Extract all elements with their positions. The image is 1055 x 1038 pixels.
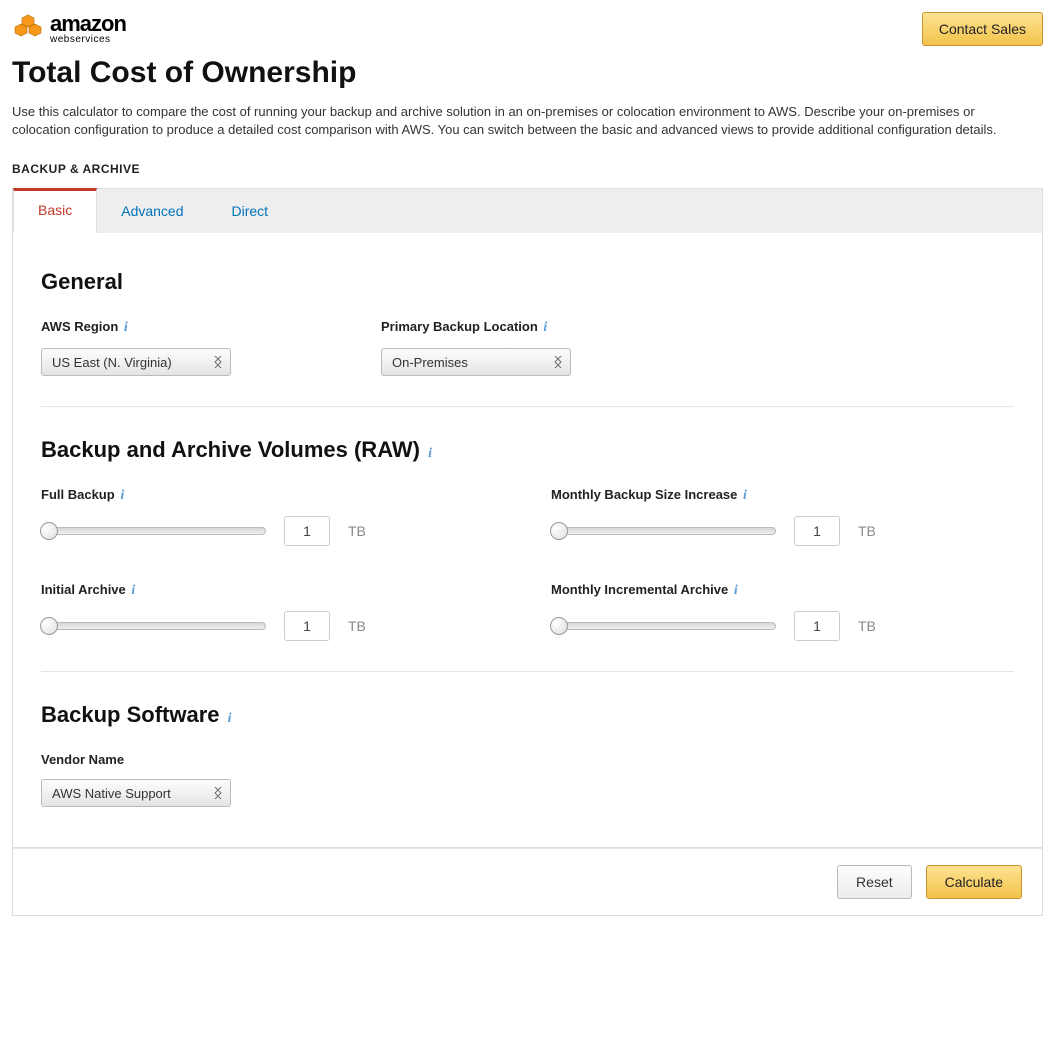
aws-region-label: AWS Region — [41, 319, 118, 334]
monthly-increase-label: Monthly Backup Size Increase — [551, 487, 737, 502]
unit-label: TB — [348, 523, 366, 539]
info-icon[interactable]: i — [734, 583, 738, 598]
unit-label: TB — [858, 618, 876, 634]
volumes-title: Backup and Archive Volumes (RAW) i — [41, 437, 1014, 463]
info-icon[interactable]: i — [120, 488, 124, 503]
vendor-field: Vendor Name AWS Native Support — [41, 752, 321, 807]
full-backup-label: Full Backup — [41, 487, 115, 502]
full-backup-field: Full Backup i TB — [41, 487, 511, 546]
primary-backup-label: Primary Backup Location — [381, 319, 538, 334]
software-title-text: Backup Software — [41, 702, 220, 727]
calculate-button[interactable]: Calculate — [926, 865, 1022, 899]
vendor-select[interactable]: AWS Native Support — [41, 779, 231, 807]
monthly-increase-slider[interactable] — [551, 523, 776, 539]
section-label: BACKUP & ARCHIVE — [12, 162, 1043, 176]
contact-sales-button[interactable]: Contact Sales — [922, 12, 1043, 46]
page-header: amazon webservices Contact Sales — [12, 12, 1043, 46]
full-backup-slider[interactable] — [41, 523, 266, 539]
info-icon[interactable]: i — [124, 320, 128, 335]
tab-basic[interactable]: Basic — [13, 188, 97, 233]
initial-archive-slider[interactable] — [41, 618, 266, 634]
info-icon[interactable]: i — [543, 320, 547, 335]
aws-region-select[interactable]: US East (N. Virginia) — [41, 348, 231, 376]
unit-label: TB — [348, 618, 366, 634]
primary-backup-select[interactable]: On-Premises — [381, 348, 571, 376]
intro-text: Use this calculator to compare the cost … — [12, 103, 1032, 138]
info-icon[interactable]: i — [743, 488, 747, 503]
footer-actions: Reset Calculate — [12, 848, 1043, 916]
unit-label: TB — [858, 523, 876, 539]
vendor-label: Vendor Name — [41, 752, 321, 767]
initial-archive-field: Initial Archive i TB — [41, 582, 511, 641]
monthly-archive-label: Monthly Incremental Archive — [551, 582, 728, 597]
aws-region-value: US East (N. Virginia) — [52, 355, 172, 370]
logo-main-text: amazon — [50, 13, 126, 35]
reset-button[interactable]: Reset — [837, 865, 912, 899]
aws-boxes-icon — [12, 12, 46, 46]
volumes-title-text: Backup and Archive Volumes (RAW) — [41, 437, 420, 462]
aws-logo: amazon webservices — [12, 12, 126, 46]
tab-direct[interactable]: Direct — [208, 189, 293, 233]
primary-backup-value: On-Premises — [392, 355, 468, 370]
monthly-increase-input[interactable] — [794, 516, 840, 546]
info-icon[interactable]: i — [228, 711, 232, 726]
tab-advanced[interactable]: Advanced — [97, 189, 207, 233]
info-icon[interactable]: i — [131, 583, 135, 598]
monthly-archive-slider[interactable] — [551, 618, 776, 634]
page-title: Total Cost of Ownership — [12, 56, 1043, 90]
info-icon[interactable]: i — [428, 446, 432, 461]
initial-archive-input[interactable] — [284, 611, 330, 641]
monthly-archive-field: Monthly Incremental Archive i TB — [551, 582, 1021, 641]
divider — [41, 406, 1014, 407]
general-title: General — [41, 269, 1014, 295]
full-backup-input[interactable] — [284, 516, 330, 546]
initial-archive-label: Initial Archive — [41, 582, 126, 597]
primary-backup-field: Primary Backup Location i On-Premises — [381, 319, 661, 376]
vendor-value: AWS Native Support — [52, 786, 171, 801]
monthly-archive-input[interactable] — [794, 611, 840, 641]
divider — [41, 671, 1014, 672]
aws-region-field: AWS Region i US East (N. Virginia) — [41, 319, 321, 376]
software-title: Backup Software i — [41, 702, 1014, 728]
monthly-increase-field: Monthly Backup Size Increase i TB — [551, 487, 1021, 546]
logo-sub-text: webservices — [50, 35, 126, 45]
basic-panel: General AWS Region i US East (N. Virgini… — [12, 233, 1043, 848]
tabs: Basic Advanced Direct — [12, 188, 1043, 233]
